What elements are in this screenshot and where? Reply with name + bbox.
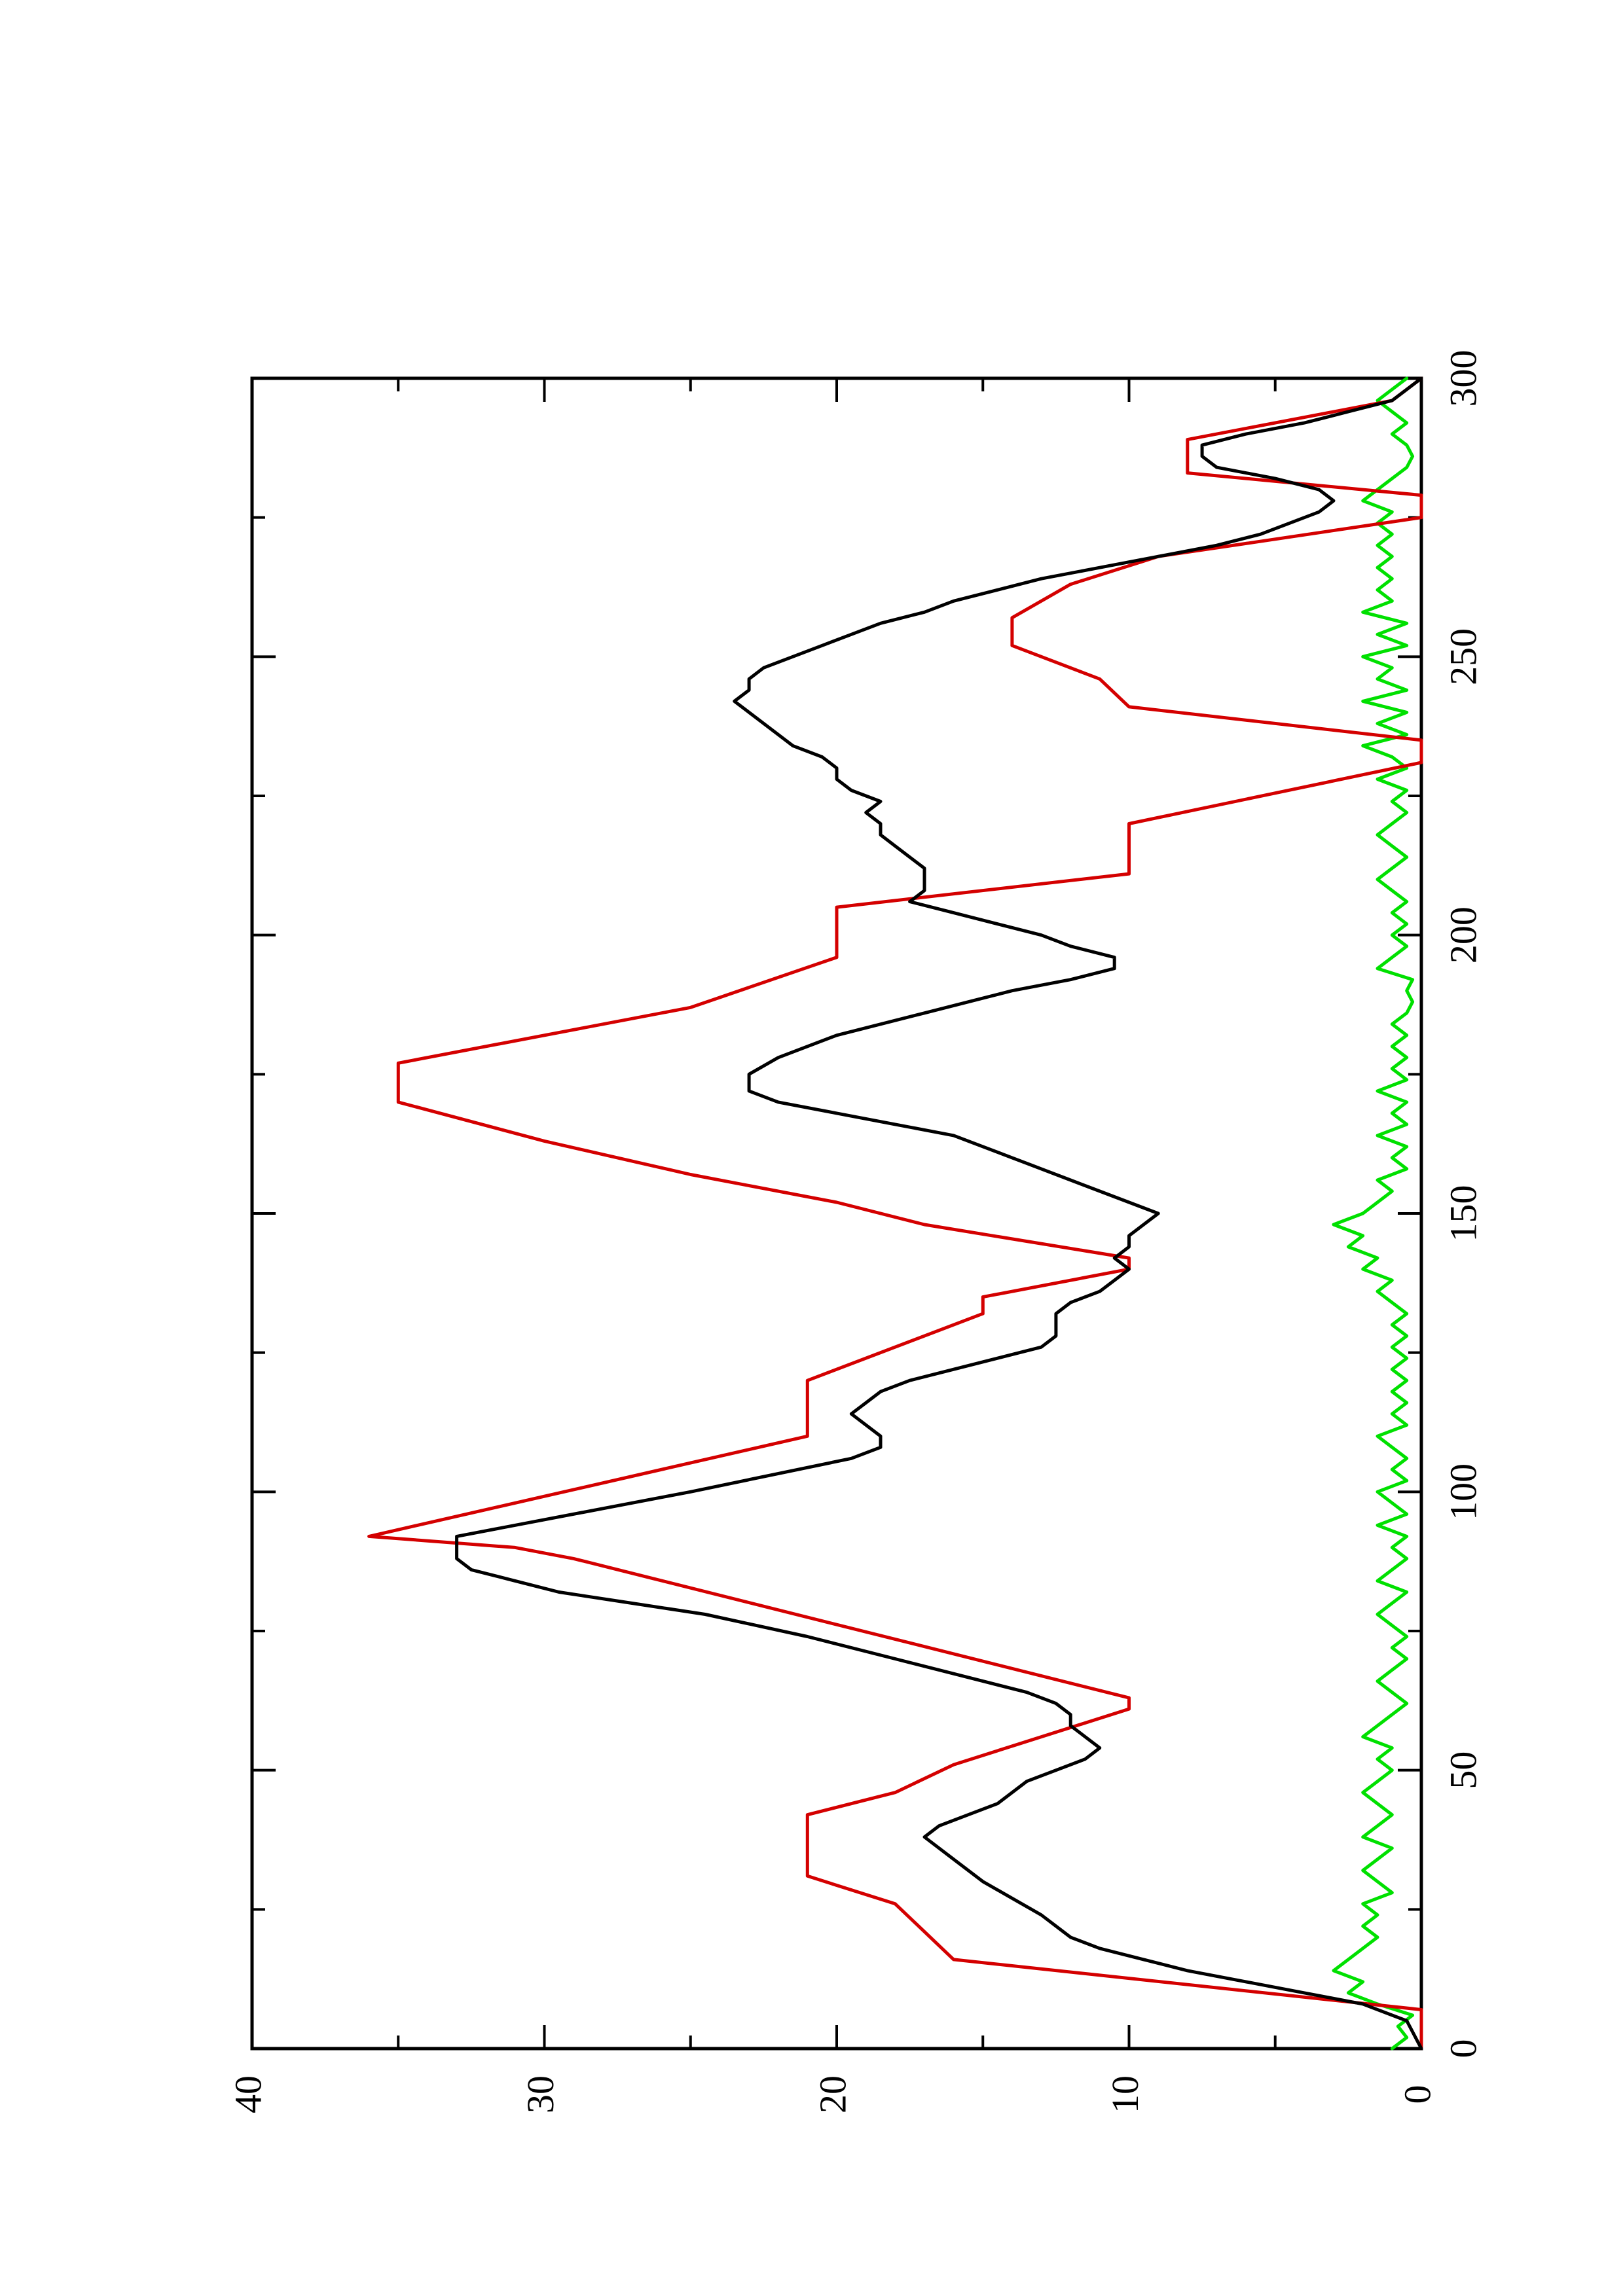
x-tick-label: 150 xyxy=(1442,1185,1484,1242)
series-layer xyxy=(367,376,1423,2051)
x-tick-label: 0 xyxy=(1442,2039,1484,2058)
plot-frame xyxy=(250,376,1423,2051)
black-series-line xyxy=(455,376,1423,2051)
red-series-line xyxy=(367,376,1423,2051)
tick-labels: 0 50 100 150 200 250 300 0 10 20 30 40 xyxy=(227,350,1484,2114)
y-tick-label: 20 xyxy=(811,2075,854,2113)
x-tick-label: 300 xyxy=(1442,350,1484,407)
x-tick-label: 200 xyxy=(1442,906,1484,963)
x-tick-label: 100 xyxy=(1442,1463,1484,1520)
y-tick-label: 40 xyxy=(227,2075,269,2113)
x-tick-label: 250 xyxy=(1442,628,1484,685)
y-tick-label: 0 xyxy=(1396,2085,1438,2104)
y-tick-label: 10 xyxy=(1104,2075,1146,2113)
tick-marks xyxy=(251,377,1423,2050)
y-tick-label: 30 xyxy=(519,2075,562,2113)
green-series-line xyxy=(1332,376,1415,2051)
x-tick-label: 50 xyxy=(1442,1751,1484,1789)
